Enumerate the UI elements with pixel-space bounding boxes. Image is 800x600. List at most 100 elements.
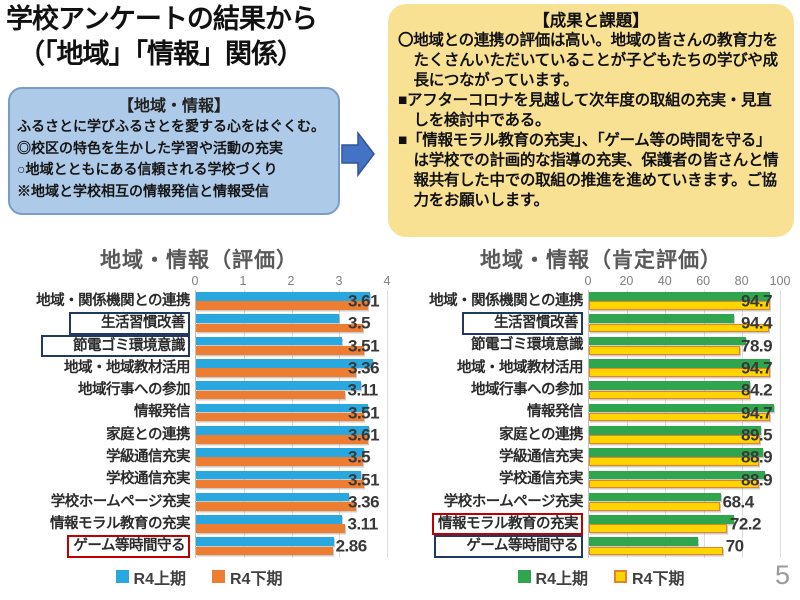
- category-row: 学級通信充実: [0, 446, 195, 468]
- bar-row: 3.61: [196, 424, 387, 446]
- arrow-right-icon: [341, 131, 375, 177]
- bar-R4下期: [589, 435, 760, 444]
- value-label: 88.9: [741, 470, 773, 490]
- value-label: 3.51: [348, 336, 380, 356]
- category-row: 情報モラル教育の充実: [402, 512, 588, 536]
- bar-R4下期: [196, 457, 364, 467]
- region-info-box: 【地域・情報】 ふるさとに学びふるさとを愛する心をはぐくむ。 ◎校区の特色を生か…: [8, 87, 340, 215]
- bar-row: 94.4: [589, 312, 780, 334]
- bar-R4下期: [196, 390, 345, 400]
- bar-R4下期: [196, 412, 364, 422]
- bar-R4上期: [196, 492, 349, 502]
- legend-label: R4上期: [535, 570, 588, 588]
- value-label: 3.36: [348, 358, 380, 378]
- category-row: 生活習慣改善: [402, 312, 588, 335]
- bar-R4上期: [196, 515, 342, 524]
- chart-positive-rating: 地域・情報（肯定評価） 地域・関係機関との連携生活習慣改善節電ゴミ環境意識地域・…: [402, 244, 800, 589]
- category-row: 節電ゴミ環境意識: [0, 334, 195, 357]
- legend: R4上期 R4下期: [0, 565, 398, 589]
- value-label: 94.4: [741, 313, 773, 333]
- category-row: ゲーム等時間守る: [0, 535, 195, 558]
- bar-R4上期: [589, 403, 775, 413]
- category-labels: 地域・関係機関との連携 生活習慣改善 節電ゴミ環境意識 地域・地域教材活用 地域行事への…: [0, 290, 195, 558]
- value-label: 89.5: [741, 425, 773, 445]
- category-label: 節電ゴミ環境意識: [471, 337, 584, 354]
- category-row: 学校ホームページ充実: [0, 491, 195, 513]
- results-line: ■アフターコロナを見越して次年度の取組の充実・見直しを検討中である。: [398, 91, 772, 129]
- category-row: 地域・地域教材活用: [402, 357, 588, 379]
- results-heading: 【成果と課題】: [533, 12, 649, 30]
- bar-R4上期: [589, 470, 765, 480]
- region-info-line: ふるさとに学びふるさとを愛する心をはぐくむ。: [17, 118, 325, 134]
- bar-R4下期: [589, 368, 770, 377]
- category-row: 地域・関係機関との連携: [402, 290, 588, 312]
- chart-title: 地域・情報（肯定評価）: [480, 249, 722, 272]
- tick-label: 40: [657, 274, 672, 288]
- category-label: 地域行事への参加: [78, 382, 191, 399]
- legend-label: R4下期: [230, 570, 283, 588]
- category-label-highlighted: ゲーム等時間守る: [67, 535, 190, 558]
- bar-row: 3.11: [196, 379, 387, 401]
- bar-R4下期: [196, 323, 364, 333]
- bar-R4上期: [589, 537, 698, 547]
- bar-R4上期: [196, 292, 371, 301]
- bar-R4上期: [589, 425, 761, 435]
- bar-row: 2.86: [196, 535, 387, 557]
- legend-label: R4上期: [133, 570, 186, 588]
- category-label: 学級通信充実: [499, 448, 584, 465]
- bar-R4上期: [589, 336, 746, 346]
- gridline: [291, 290, 293, 558]
- bar-R4下期: [589, 502, 720, 511]
- chart-title: 地域・情報（評価）: [100, 249, 298, 272]
- x-axis-ticks: 0 20 40 60 80 100: [584, 274, 791, 290]
- bar-row: 3.5: [196, 312, 387, 334]
- category-label-highlighted: 節電ゴミ環境意識: [41, 334, 190, 357]
- bar-row: 3.5: [196, 446, 387, 468]
- tick-label: 1: [239, 274, 247, 288]
- bar-row: 88.9: [589, 446, 780, 468]
- category-label: 家庭との連携: [499, 426, 583, 443]
- legend-swatch-icon: [517, 570, 531, 584]
- gridline: [243, 290, 245, 558]
- bar-R4下期: [196, 546, 333, 556]
- bar-R4下期: [589, 301, 770, 310]
- bar-row: 89.5: [589, 424, 780, 446]
- gridline: [703, 290, 705, 558]
- legend-swatch-icon: [212, 570, 225, 584]
- bar-row: 72.2: [589, 513, 780, 535]
- gridline: [339, 290, 341, 558]
- tick-label: 0: [191, 274, 199, 288]
- bar-row: 3.11: [196, 513, 387, 535]
- category-label: 家庭との連携: [106, 426, 190, 443]
- value-label: 3.51: [348, 470, 380, 490]
- bar-R4下期: [196, 368, 357, 377]
- bar-R4下期: [589, 323, 770, 333]
- category-label: 地域・関係機関との連携: [429, 292, 583, 309]
- bar-R4上期: [196, 425, 370, 435]
- category-label: 学校ホームページ充実: [443, 493, 584, 510]
- value-label: 3.61: [348, 291, 380, 311]
- bar-row: 3.36: [196, 491, 387, 513]
- bar-R4上期: [589, 292, 771, 301]
- category-row: ゲーム等時間守る: [402, 535, 588, 558]
- value-label: 70: [725, 536, 744, 556]
- value-label: 2.86: [335, 536, 368, 556]
- results-line: ■「情報モラル教育の充実」、「ゲーム等の時間を守る」は学校での計画的な指導の充実…: [398, 131, 779, 209]
- bar-R4下期: [589, 546, 723, 556]
- tick-label: 2: [287, 274, 295, 288]
- bar-R4下期: [589, 524, 727, 533]
- category-row: 学級通信充実: [402, 446, 588, 468]
- category-label: 地域・地域教材活用: [457, 359, 584, 376]
- bar-row: 3.61: [196, 290, 387, 312]
- bar-row: 3.51: [196, 335, 387, 357]
- page-title-line1: 学校アンケートの結果から: [6, 4, 318, 34]
- bar-R4下期: [196, 345, 364, 355]
- tick-label: 0: [584, 274, 592, 288]
- value-label: 68.4: [722, 492, 755, 512]
- bar-R4上期: [589, 448, 763, 457]
- bar-R4下期: [196, 479, 364, 489]
- bar-row: 84.2: [589, 379, 780, 401]
- category-label: 情報モラル教育の充実: [50, 515, 191, 532]
- bar-row: 3.51: [196, 468, 387, 490]
- tick-label: 3: [335, 274, 343, 288]
